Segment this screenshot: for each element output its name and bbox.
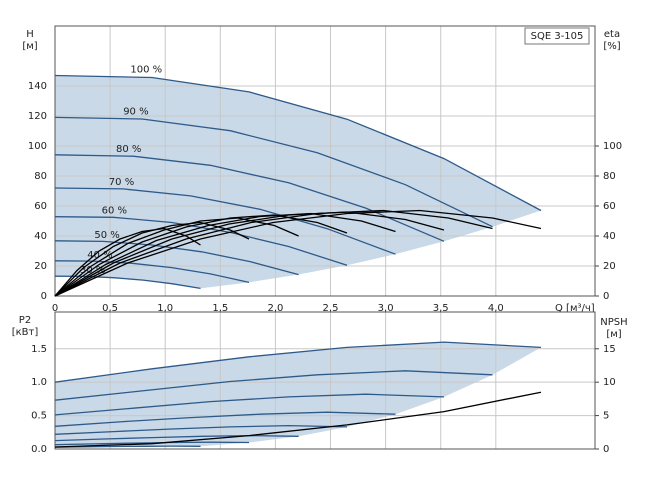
- curve-label: 90 %: [123, 106, 148, 117]
- y-label: H: [26, 29, 34, 40]
- x-tick-label: 1,5: [212, 303, 228, 314]
- curve: [54, 240, 299, 276]
- curve: [54, 441, 250, 446]
- y2-tick-label: 80: [603, 171, 616, 182]
- y-label: P2: [19, 315, 31, 326]
- curve: [54, 187, 396, 255]
- curve: [54, 370, 493, 401]
- curve-label: 30 %: [80, 265, 105, 276]
- y2-tick-label: 15: [603, 344, 616, 355]
- y2-tick-label: 20: [603, 261, 616, 272]
- y-tick-label: 60: [34, 201, 47, 212]
- y2-tick-label: 60: [603, 201, 616, 212]
- y-unit: [кВт]: [12, 327, 39, 338]
- curve: [54, 393, 445, 416]
- y2-tick-label: 40: [603, 231, 616, 242]
- curve-label: 50 %: [94, 230, 119, 241]
- y2-tick-label: 10: [603, 377, 616, 388]
- y2-unit: [%]: [603, 41, 620, 52]
- curve: [54, 434, 299, 442]
- curve-label: 100 %: [130, 65, 162, 76]
- curve-label: 70 %: [109, 177, 134, 188]
- curve: [54, 424, 348, 435]
- x-tick-label: 3,5: [433, 303, 449, 314]
- y2-tick-label: 0: [603, 291, 609, 302]
- curve: [54, 154, 445, 242]
- curve: [54, 341, 542, 383]
- x-label: Q [м³/ч]: [555, 303, 595, 314]
- x-tick-label: 3,0: [378, 303, 394, 314]
- x-tick-label: 0: [52, 303, 58, 314]
- secondary-curve: [54, 209, 542, 297]
- curve: [54, 74, 542, 212]
- x-tick-label: 4,0: [488, 303, 504, 314]
- x-tick-label: 0,5: [102, 303, 118, 314]
- curve-label: 60 %: [102, 206, 127, 217]
- plot-frame: [54, 311, 596, 450]
- x-tick-label: 2,0: [267, 303, 283, 314]
- plot-frame: [54, 25, 596, 297]
- y2-tick-label: 0: [603, 444, 609, 455]
- operating-area: [55, 342, 541, 448]
- y-unit: [м]: [22, 41, 37, 52]
- y2-tick-label: 100: [603, 141, 622, 152]
- curve: [54, 445, 201, 448]
- x-tick-label: 2,5: [323, 303, 339, 314]
- y-tick-label: 80: [34, 171, 47, 182]
- title-box: [524, 27, 590, 45]
- y-tick-label: 0.0: [31, 444, 47, 455]
- y-tick-label: 140: [28, 81, 47, 92]
- secondary-curve: [54, 214, 348, 297]
- y2-label: NPSH: [600, 317, 627, 328]
- secondary-curve: [54, 212, 396, 297]
- secondary-curve: [54, 217, 299, 297]
- y2-label: eta: [604, 29, 620, 40]
- curve: [54, 411, 396, 427]
- y-tick-label: 1.5: [31, 344, 47, 355]
- curve-label: 80 %: [116, 144, 141, 155]
- y-tick-label: 100: [28, 141, 47, 152]
- secondary-curve: [54, 209, 493, 297]
- chart-title: SQE 3-105: [531, 31, 584, 42]
- y-tick-label: 40: [34, 231, 47, 242]
- y-tick-label: 20: [34, 261, 47, 272]
- y2-tick-label: 5: [603, 411, 609, 422]
- x-tick-label: 1,0: [157, 303, 173, 314]
- y-tick-label: 120: [28, 111, 47, 122]
- y-tick-label: 0.5: [31, 411, 47, 422]
- curve: [54, 116, 493, 228]
- secondary-curve: [54, 211, 445, 297]
- y2-unit: [м]: [606, 329, 621, 340]
- secondary-curve: [54, 227, 201, 297]
- y-tick-label: 0: [41, 291, 47, 302]
- secondary-curve: [54, 391, 542, 448]
- y-tick-label: 1.0: [31, 377, 47, 388]
